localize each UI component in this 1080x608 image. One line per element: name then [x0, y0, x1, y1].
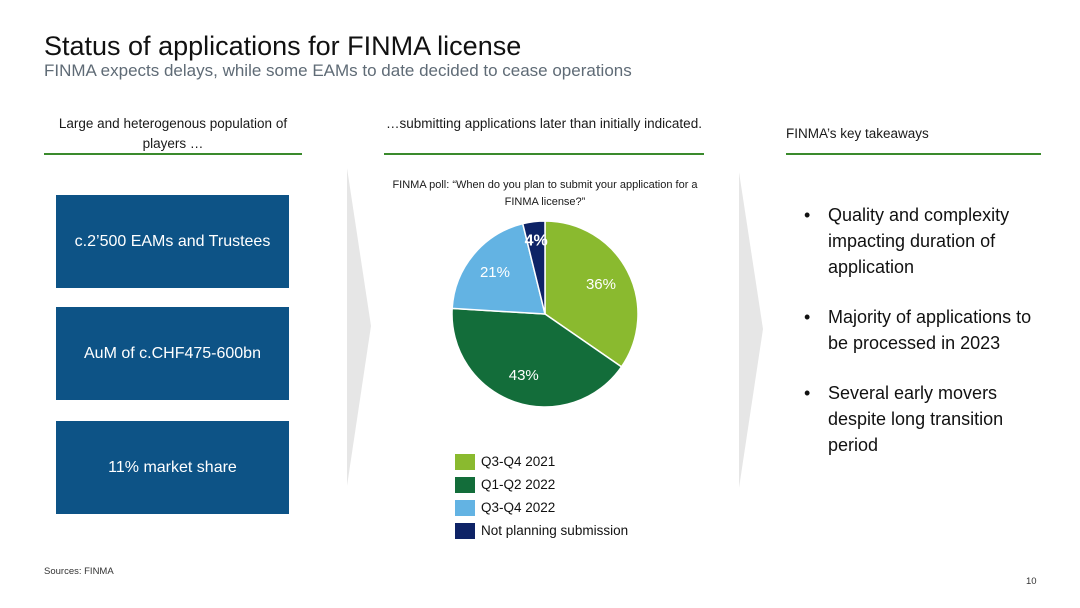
- bullet-icon: •: [804, 205, 811, 225]
- page-subtitle: FINMA expects delays, while some EAMs to…: [44, 61, 632, 80]
- right-chevron-arrow: [739, 172, 763, 488]
- takeaways-list: • Quality and complexity impacting durat…: [804, 202, 1044, 482]
- right-column-heading: FINMA’s key takeaways: [786, 126, 929, 141]
- takeaway-text: Quality and complexity impacting duratio…: [828, 205, 1010, 277]
- pie-data-label: 4%: [525, 233, 548, 250]
- legend-swatch: [455, 453, 475, 470]
- legend-item: Q3-Q4 2022: [455, 496, 628, 519]
- pie-slice: [521, 220, 546, 315]
- left-chevron-arrow: [347, 168, 371, 486]
- aum-box: AuM of c.CHF475-600bn: [56, 307, 289, 400]
- pie-data-label: 43%: [509, 367, 539, 384]
- legend-swatch: [455, 522, 475, 539]
- pie-slice: [544, 220, 639, 368]
- legend-label: Q3-Q4 2022: [481, 500, 556, 515]
- eam-count-box: c.2’500 EAMs and Trustees: [56, 195, 289, 288]
- takeaway-item: • Majority of applications to be process…: [804, 304, 1044, 356]
- middle-column-heading: …submitting applications later than init…: [386, 116, 702, 131]
- chart-title: FINMA poll: “When do you plan to submit …: [392, 179, 698, 208]
- bullet-icon: •: [804, 307, 811, 327]
- legend-item: Q1-Q2 2022: [455, 473, 628, 496]
- takeaway-item: • Several early movers despite long tran…: [804, 380, 1044, 458]
- pie-slice: [451, 222, 546, 315]
- page-title: Status of applications for FINMA license: [44, 31, 522, 61]
- market-share-box: 11% market share: [56, 421, 289, 514]
- legend-item: Not planning submission: [455, 519, 628, 542]
- left-column-rule: [44, 153, 302, 155]
- right-column-rule: [786, 153, 1041, 155]
- legend-label: Q1-Q2 2022: [481, 477, 556, 492]
- legend-swatch: [455, 476, 475, 493]
- pie-data-label: 36%: [586, 276, 616, 293]
- chart-legend: Q3-Q4 2021 Q1-Q2 2022 Q3-Q4 2022 Not pla…: [455, 450, 628, 542]
- takeaway-text: Several early movers despite long transi…: [828, 383, 1004, 455]
- left-column-heading: Large and heterogenous population of pla…: [58, 116, 288, 151]
- page-number: 10: [1026, 576, 1037, 587]
- sources-note: Sources: FINMA: [44, 566, 114, 577]
- pie-chart: 36% 43% 21% 4%: [451, 220, 639, 408]
- legend-label: Q3-Q4 2021: [481, 454, 556, 469]
- pie-slice: [451, 307, 623, 408]
- bullet-icon: •: [804, 383, 811, 403]
- middle-column-rule: [384, 153, 704, 155]
- takeaway-text: Majority of applications to be processed…: [828, 307, 1032, 353]
- legend-item: Q3-Q4 2021: [455, 450, 628, 473]
- legend-swatch: [455, 499, 475, 516]
- takeaway-item: • Quality and complexity impacting durat…: [804, 202, 1044, 280]
- pie-data-label: 21%: [480, 264, 510, 281]
- legend-label: Not planning submission: [481, 523, 629, 538]
